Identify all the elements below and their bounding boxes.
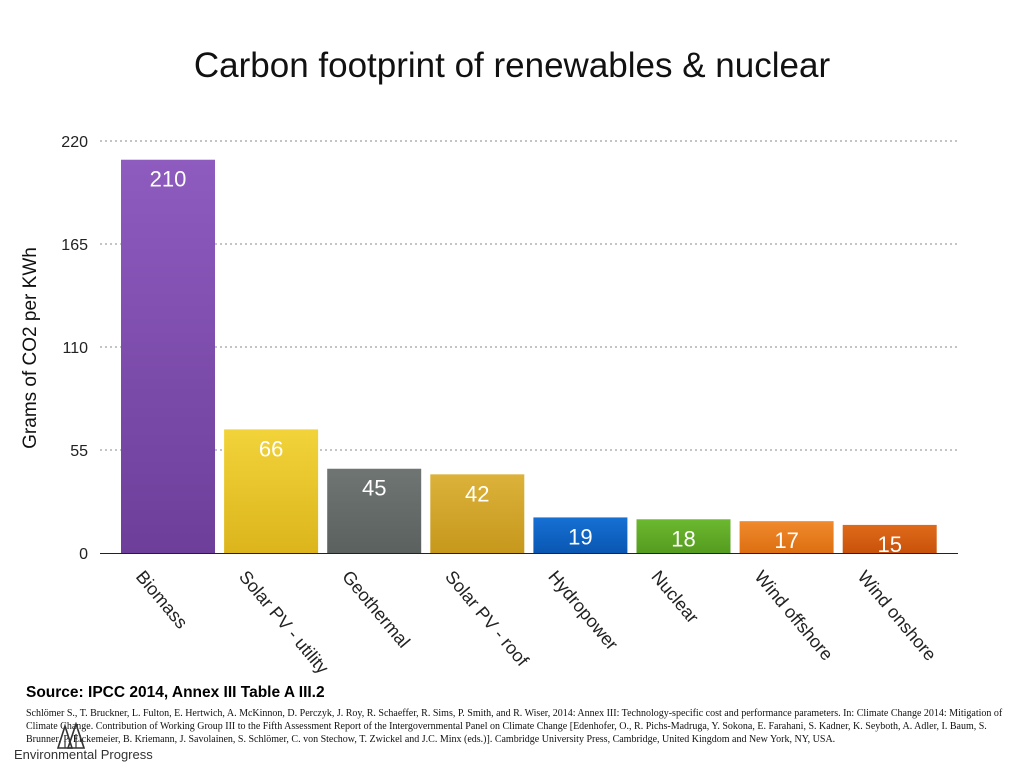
bar-biomass bbox=[121, 159, 215, 553]
org-name: Environmental Progress bbox=[14, 747, 153, 762]
y-tick-label: 165 bbox=[61, 237, 88, 254]
bar-wind-onshore bbox=[842, 524, 937, 553]
y-axis-label: Grams of CO2 per KWh bbox=[20, 247, 41, 449]
bar-value-label: 66 bbox=[259, 436, 283, 461]
bar-solar-pv-roof bbox=[430, 474, 525, 553]
x-category-label: Geothermal bbox=[338, 567, 414, 652]
x-category-label: Hydropower bbox=[544, 567, 622, 654]
x-category-label: Wind onshore bbox=[854, 567, 941, 665]
tree-logo-icon bbox=[56, 722, 86, 749]
bar-value-label: 17 bbox=[774, 528, 798, 553]
bar-value-label: 15 bbox=[877, 532, 901, 557]
bar-solar-pv-utility bbox=[224, 429, 319, 553]
bar-nuclear bbox=[636, 519, 731, 553]
bar-wind-offshore bbox=[739, 521, 834, 553]
bar-value-label: 19 bbox=[568, 524, 592, 549]
gridlines bbox=[100, 140, 958, 451]
source-citation: Schlömer S., T. Bruckner, L. Fulton, E. … bbox=[26, 708, 1003, 745]
chart-title: Carbon footprint of renewables & nuclear bbox=[193, 46, 831, 85]
x-category-label: Solar PV - utility bbox=[235, 567, 333, 678]
bar-geothermal bbox=[327, 468, 422, 553]
x-category-label: Wind offshore bbox=[751, 567, 837, 665]
value-labels: 210 66 45 42 19 18 17 15 bbox=[150, 167, 902, 557]
source-heading: Source: IPCC 2014, Annex III Table A III… bbox=[26, 684, 325, 701]
x-category-label: Solar PV - roof bbox=[441, 567, 533, 671]
x-category-label: Biomass bbox=[132, 567, 192, 633]
bar-value-label: 42 bbox=[465, 481, 489, 506]
x-category-label: Nuclear bbox=[647, 567, 702, 627]
y-tick-label: 220 bbox=[61, 134, 88, 151]
bar-hydropower bbox=[533, 517, 628, 553]
y-tick-label: 0 bbox=[79, 546, 88, 563]
y-tick-label: 110 bbox=[62, 340, 88, 357]
bars bbox=[121, 159, 937, 553]
y-tick-label: 55 bbox=[70, 443, 88, 460]
bar-chart: 0 55 110 165 220 210 66 45 42 19 18 17 15 Biomass So… bbox=[61, 134, 958, 678]
bar-value-label: 210 bbox=[150, 167, 187, 192]
bar-value-label: 45 bbox=[362, 476, 386, 501]
bar-value-label: 18 bbox=[671, 526, 695, 551]
category-labels: Biomass Solar PV - utility Geothermal Solar… bbox=[132, 567, 940, 678]
y-axis-ticks: 0 55 110 165 220 bbox=[61, 134, 88, 563]
